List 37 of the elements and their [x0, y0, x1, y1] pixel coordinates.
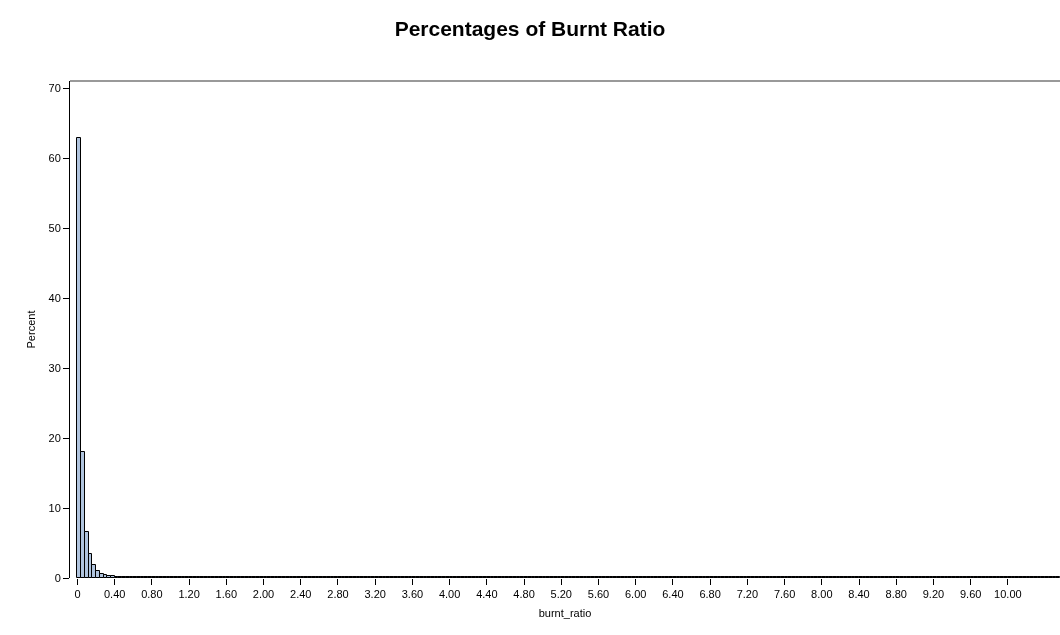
x-tick-label: 6.40: [662, 588, 684, 601]
x-tick-label: 9.20: [922, 588, 945, 601]
y-tick-label: 20: [48, 431, 61, 444]
x-tick-label: 2.40: [290, 588, 312, 601]
x-tick-label: 0: [74, 588, 81, 601]
x-tick-label: 2.00: [252, 588, 275, 601]
x-tick-label: 1.60: [215, 588, 238, 601]
x-tick-label: 9.60: [959, 588, 982, 601]
x-tick-label: 4.80: [513, 588, 535, 601]
x-tick-label: 1.20: [178, 588, 200, 601]
x-tick-label: 2.80: [327, 588, 349, 601]
x-tick-label: 7.20: [736, 588, 759, 601]
y-axis-title: Percent: [25, 310, 38, 349]
x-tick-label: 3.20: [364, 588, 386, 601]
y-tick-label: 50: [48, 221, 61, 234]
x-tick-label: 8.80: [885, 588, 907, 601]
chart-title: Percentages of Burnt Ratio: [394, 16, 666, 40]
y-tick-label: 30: [48, 361, 61, 374]
x-tick-label: 0.40: [103, 588, 126, 601]
x-tick-label: 6.80: [699, 588, 721, 601]
y-tick-label: 60: [48, 151, 61, 164]
x-tick-label: 0.80: [141, 588, 163, 601]
x-tick-label: 8.40: [848, 588, 870, 601]
x-tick-label: 4.40: [476, 588, 498, 601]
x-tick-label: 6.00: [625, 588, 647, 601]
x-tick-label: 7.60: [773, 588, 796, 601]
y-tick-label: 10: [48, 501, 61, 514]
x-tick-label: 5.20: [550, 588, 572, 601]
x-tick-label: 5.60: [587, 588, 610, 601]
x-tick-label: 3.60: [401, 588, 424, 601]
y-tick-label: 40: [48, 291, 61, 304]
x-tick-label: 8.00: [811, 588, 833, 601]
x-axis-title: burnt_ratio: [538, 607, 592, 620]
x-tick-label: 10.00: [994, 588, 1022, 601]
y-tick-label: 0: [54, 571, 61, 584]
y-tick-label: 70: [48, 81, 61, 94]
x-tick-label: 4.00: [438, 588, 461, 601]
